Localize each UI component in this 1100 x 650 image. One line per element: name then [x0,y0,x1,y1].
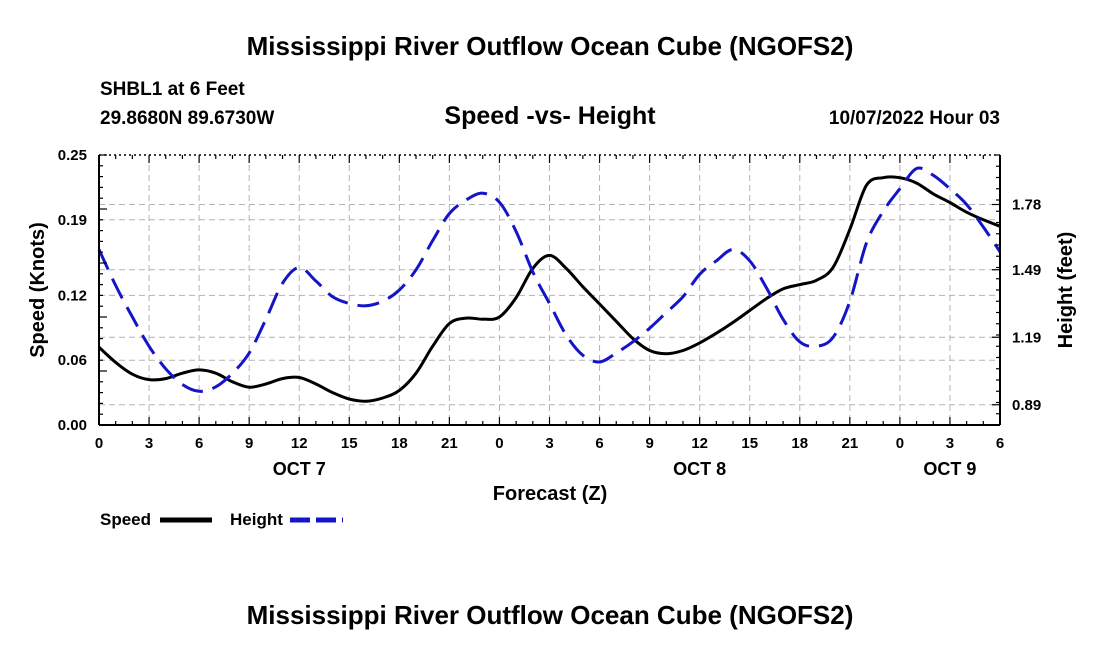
legend: Speed Height [100,510,343,529]
day-label: OCT 7 [273,459,326,479]
y2-tick-label: 0.89 [1012,397,1041,414]
x-tick-label: 18 [391,435,408,452]
plot-title: Speed -vs- Height [444,102,656,130]
speed-series-line [97,175,1001,403]
y2-tick-label: 1.49 [1012,262,1041,279]
y-tick-label: 0.06 [58,352,87,369]
x-tick-label: 21 [441,435,458,452]
x-tick-label: 9 [645,435,653,452]
tick-labels: 0 3 6 9 12 15 18 21 0 3 6 9 12 15 18 21 0 3 6 OCT 7 OCT 8 OCT… [58,147,1041,479]
x-tick-label: 12 [691,435,708,452]
height-series-line [97,166,1002,393]
x-tick-label: 3 [145,435,153,452]
x-tick-label: 15 [341,435,358,452]
station-label: SHBL1 at 6 Feet [100,79,245,100]
x-tick-label: 9 [245,435,253,452]
grid-lines [99,155,1000,425]
x-tick-label: 3 [545,435,553,452]
x-tick-label: 15 [741,435,758,452]
footer-title: Mississippi River Outflow Ocean Cube (NG… [247,600,854,630]
x-tick-label: 21 [841,435,858,452]
day-label: OCT 9 [923,459,976,479]
x-tick-label: 6 [195,435,203,452]
station-coords: 29.8680N 89.6730W [100,108,274,129]
x-tick-label: 3 [946,435,954,452]
y-tick-label: 0.19 [58,212,87,229]
axes [98,154,1001,426]
y2-tick-label: 1.78 [1012,197,1041,214]
y-tick-label: 0.25 [58,147,87,164]
x-tick-label: 0 [95,435,103,452]
x-tick-label: 6 [996,435,1004,452]
legend-speed-label: Speed [100,510,151,529]
y-tick-label: 0.12 [58,287,87,304]
x-axis-label: Forecast (Z) [493,483,607,505]
day-label: OCT 8 [673,459,726,479]
series-lines [97,166,1002,403]
y2-axis-label: Height (feet) [1055,232,1077,349]
chart-title: Mississippi River Outflow Ocean Cube (NG… [247,31,854,61]
y-axis-label: Speed (Knots) [27,222,49,358]
y2-tick-label: 1.19 [1012,329,1041,346]
x-tick-label: 0 [495,435,503,452]
x-tick-label: 12 [291,435,308,452]
x-tick-label: 6 [595,435,603,452]
y-tick-label: 0.00 [58,417,87,434]
legend-height-label: Height [230,510,283,529]
forecast-datetime: 10/07/2022 Hour 03 [829,108,1000,129]
x-tick-label: 0 [896,435,904,452]
x-tick-label: 18 [791,435,808,452]
